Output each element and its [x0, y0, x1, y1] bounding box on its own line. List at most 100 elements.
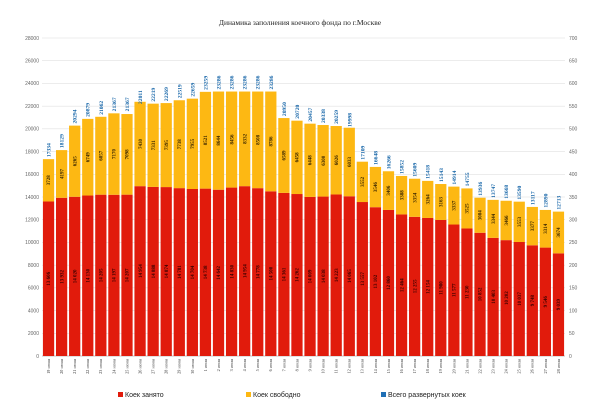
- occupied-value-label: 14 954: [139, 264, 144, 278]
- bar-occupied: [395, 214, 408, 356]
- bar-free: [474, 197, 486, 233]
- x-tick-label: 12 июля: [347, 359, 352, 374]
- occupied-value-label: 10 852: [479, 287, 484, 301]
- occupied-value-label: 14 738: [204, 265, 209, 279]
- y2-tick-label: 300: [569, 218, 578, 224]
- x-tick-label: 2 июля: [216, 359, 221, 371]
- occupied-value-label: 13 102: [374, 274, 379, 288]
- total-value-label: 23286: [217, 75, 223, 89]
- total-value-label: 13747: [491, 184, 497, 198]
- occupied-value-label: 14 009: [309, 269, 314, 283]
- occupied-value-label: 14 130: [86, 268, 91, 282]
- bar-free: [173, 100, 185, 189]
- occupied-value-label: 14 065: [348, 269, 353, 283]
- y2-tick-label: 650: [569, 59, 578, 65]
- occupied-value-label: 9 546: [544, 296, 549, 308]
- y-tick-label: 4000: [28, 308, 39, 314]
- total-value-label: 22659: [190, 82, 196, 96]
- y-tick-label: 12000: [25, 218, 39, 224]
- total-value-label: 15418: [426, 165, 432, 179]
- legend-swatch: [381, 392, 386, 397]
- free-value-label: 3406: [387, 185, 392, 196]
- bar-occupied: [199, 188, 212, 356]
- x-tick-label: 19 июля: [438, 359, 443, 374]
- occupied-value-label: 14 205: [100, 268, 105, 282]
- bar-occupied: [500, 240, 512, 356]
- y-tick-label: 22000: [25, 104, 39, 110]
- free-value-label: 6448: [309, 155, 314, 166]
- bar-occupied: [487, 237, 499, 356]
- total-value-label: 20720: [295, 104, 301, 118]
- free-value-label: 6458: [296, 152, 301, 163]
- free-value-label: 6265: [73, 156, 78, 167]
- y2-tick-label: 400: [569, 172, 578, 178]
- legend-swatch: [118, 392, 123, 397]
- bar-free: [435, 184, 447, 220]
- free-value-label: 6857: [100, 150, 105, 161]
- bar-occupied: [55, 197, 68, 356]
- free-value-label: 4197: [60, 168, 65, 179]
- total-value-label: 23286: [256, 75, 262, 89]
- occupied-value-label: 14 888: [152, 264, 157, 278]
- bar-free: [461, 188, 473, 229]
- free-value-label: 3314: [544, 223, 549, 234]
- occupied-value-label: 13 606: [47, 271, 52, 285]
- free-value-label: 3466: [505, 215, 510, 226]
- bar-occupied: [42, 201, 55, 356]
- free-value-label: 8644: [217, 135, 222, 146]
- bar-occupied: [304, 196, 316, 356]
- total-value-label: 13590: [517, 185, 523, 199]
- free-value-label: 7170: [113, 149, 118, 160]
- bar-free: [448, 186, 460, 225]
- x-tick-label: 10 июля: [321, 359, 326, 374]
- bar-free: [199, 91, 212, 189]
- occupied-value-label: 14 262: [296, 268, 301, 282]
- occupied-value-label: 14 020: [73, 269, 78, 283]
- total-value-label: 23286: [230, 75, 236, 89]
- free-value-label: 8332: [243, 133, 248, 144]
- bar-occupied: [435, 219, 447, 356]
- total-value-label: 14755: [465, 172, 471, 186]
- y-axis-right: 0 50 100 150 200 250 300 350 400 450 500 550 600 650 7…: [569, 36, 578, 360]
- bar-occupied: [278, 192, 290, 356]
- bar-free: [55, 150, 68, 198]
- x-tick-label: 24 июня: [111, 359, 116, 374]
- bar-occupied: [108, 194, 120, 356]
- bar-occupied: [526, 245, 538, 356]
- bar-occupied: [173, 188, 185, 356]
- total-value-label: 16266: [386, 155, 392, 169]
- bar-free: [69, 125, 81, 197]
- free-value-label: 6300: [322, 155, 327, 166]
- y2-tick-label: 0: [569, 354, 572, 360]
- occupied-value-label: 10 202: [505, 291, 510, 305]
- bar-free: [278, 118, 290, 193]
- free-value-label: 8521: [204, 135, 209, 146]
- free-value-label: 3388: [400, 190, 405, 201]
- free-value-label: 3546: [374, 182, 379, 193]
- occupied-value-label: 12 255: [413, 279, 418, 293]
- bar-occupied: [265, 191, 277, 356]
- x-tick-label: 30 июня: [190, 359, 195, 374]
- bar-occupied: [291, 194, 303, 356]
- bar-occupied: [225, 187, 238, 356]
- free-value-label: 3525: [466, 203, 471, 214]
- bar-occupied: [513, 242, 525, 356]
- free-value-label: 3163: [439, 196, 444, 207]
- x-tick-label: 19 июня: [46, 359, 51, 374]
- total-value-label: 22219: [151, 87, 157, 101]
- free-value-label: 7955: [191, 138, 196, 149]
- free-value-label: 7395: [165, 140, 170, 151]
- x-tick-label: 5 июля: [255, 359, 260, 371]
- legend-label: Коек свободно: [253, 391, 301, 399]
- occupied-value-label: 14 704: [191, 265, 196, 279]
- bar-occupied: [343, 196, 355, 356]
- x-tick-label: 21 июля: [464, 359, 469, 374]
- total-value-label: 14914: [452, 170, 458, 184]
- bar-free: [121, 114, 133, 195]
- occupied-value-label: 14 830: [230, 264, 235, 278]
- bar-free: [95, 116, 107, 195]
- bar-free: [513, 201, 525, 243]
- x-tick-label: 28 июля: [556, 359, 561, 374]
- bar-free: [265, 91, 277, 192]
- total-value-label: 17334: [47, 143, 53, 157]
